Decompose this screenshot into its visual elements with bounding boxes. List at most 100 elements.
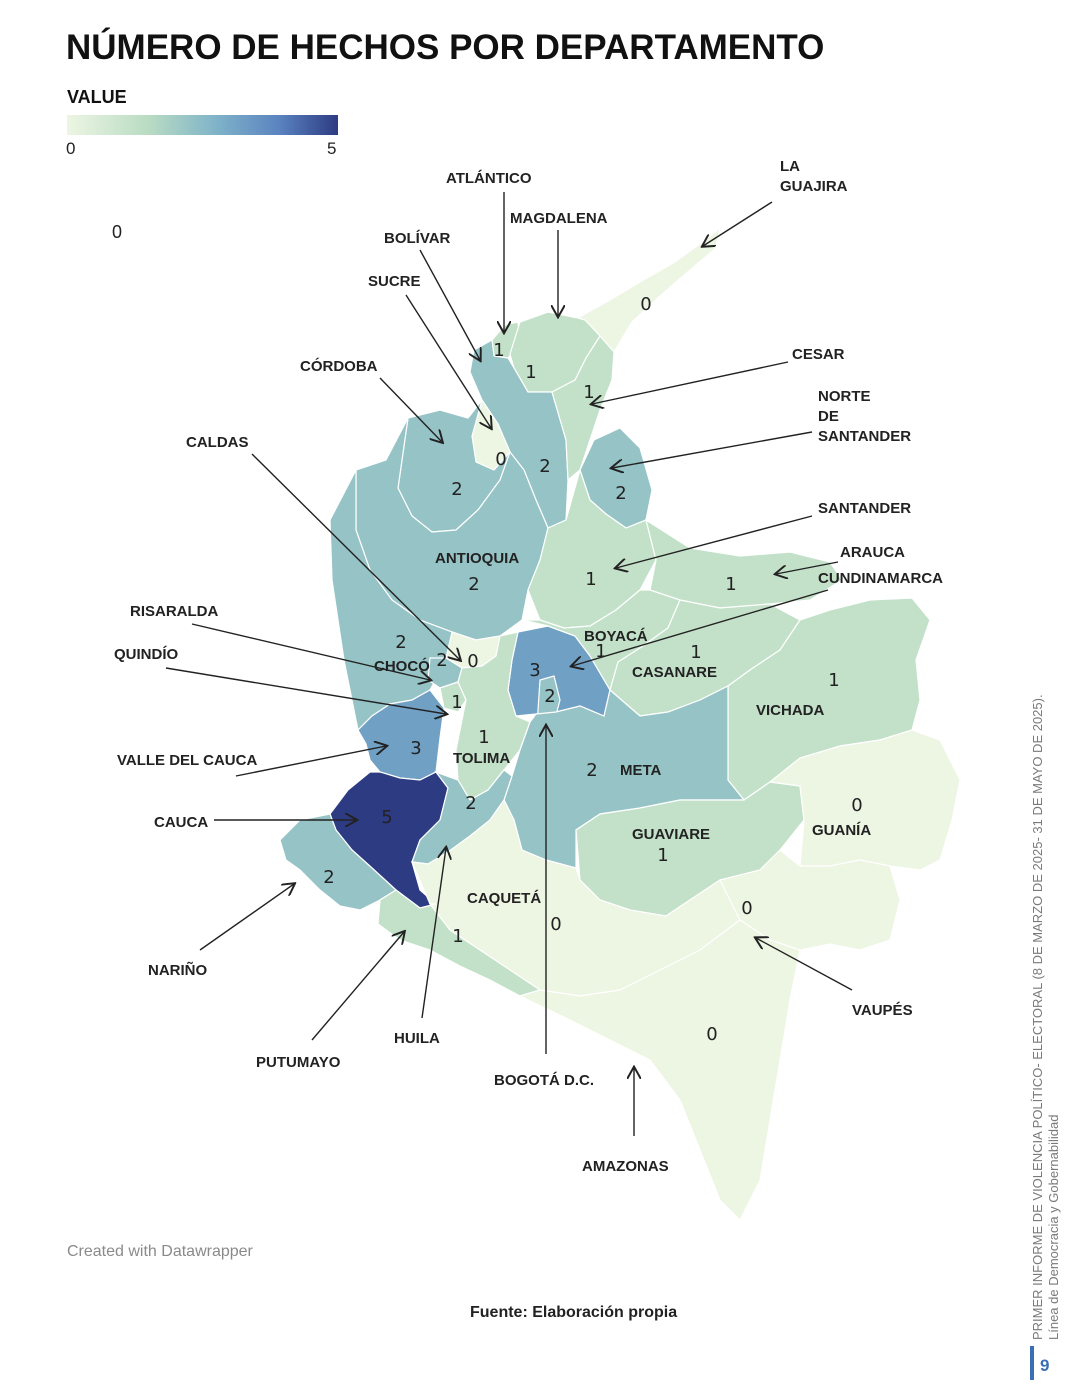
- label-quindio: QUINDÍO: [114, 646, 179, 663]
- callout-arrows: [165, 192, 853, 1136]
- department-regions: [279, 226, 961, 1222]
- value-la-guajira: 0: [640, 294, 651, 315]
- side-note-line-2: Línea de Democracia y Gobernabilidad: [1046, 1114, 1061, 1340]
- value-cauca: 5: [381, 807, 392, 828]
- label-boyaca: BOYACÁ: [584, 628, 648, 645]
- value-santander: 1: [585, 569, 596, 590]
- label-guania: GUANÍA: [812, 822, 871, 839]
- region-guania[interactable]: [768, 729, 961, 871]
- region-la-guajira[interactable]: [576, 226, 721, 354]
- value-narino: 2: [323, 867, 334, 888]
- value-bogota-d-c: 2: [544, 686, 555, 707]
- stray-value-label: 0: [112, 222, 123, 242]
- label-vaupes: VAUPÉS: [852, 1002, 913, 1019]
- label-tolima: TOLIMA: [453, 750, 510, 767]
- arrow-cundinamarca: [572, 589, 829, 666]
- value-cundinamarca: 3: [529, 660, 540, 681]
- value-arauca: 1: [725, 574, 736, 595]
- label-norte-de-santander-line-3: SANTANDER: [818, 428, 911, 445]
- department-labels: LA GUAJIRA ATLÁNTICO MAGDALENA BOLÍVAR SUCRE C…: [114, 158, 943, 1175]
- arrow-caldas: [251, 453, 460, 660]
- side-note-line-1: PRIMER INFORME DE VIOLENCIA POLÍTICO- EL…: [1030, 694, 1045, 1340]
- arrow-la-guajira: [703, 201, 773, 246]
- arrow-valle-del-cauca: [235, 746, 386, 777]
- region-quindio[interactable]: [439, 681, 467, 713]
- label-casanare: CASANARE: [632, 664, 717, 681]
- label-choco: CHOCÓ: [374, 657, 430, 675]
- label-amazonas: AMAZONAS: [582, 1158, 669, 1175]
- value-guania: 0: [851, 795, 862, 816]
- region-cesar[interactable]: [551, 335, 615, 482]
- source-note: Fuente: Elaboración propia: [470, 1304, 678, 1321]
- value-choco: 2: [395, 632, 406, 653]
- label-putumayo: PUTUMAYO: [256, 1054, 341, 1071]
- arrow-narino: [199, 884, 294, 951]
- arrow-vaupes: [756, 938, 853, 991]
- page-number: 9: [1040, 1356, 1050, 1375]
- label-cesar: CESAR: [792, 346, 845, 363]
- report-side-note: PRIMER INFORME DE VIOLENCIA POLÍTICO- EL…: [1030, 660, 1062, 1340]
- label-caqueta: CAQUETÁ: [467, 890, 541, 907]
- label-la-guajira-line-1: LA: [780, 158, 800, 175]
- value-cesar: 1: [583, 382, 594, 403]
- value-risaralda: 2: [436, 650, 447, 671]
- value-huila: 2: [465, 793, 476, 814]
- arrow-cesar: [592, 361, 789, 404]
- region-santander[interactable]: [527, 467, 657, 629]
- label-arauca: ARAUCA: [840, 544, 905, 561]
- arrow-arauca: [776, 561, 839, 574]
- legend-min-label: 0: [66, 139, 76, 158]
- value-quindio: 1: [451, 692, 462, 713]
- arrow-huila: [421, 848, 446, 1019]
- arrow-santander: [616, 515, 813, 568]
- label-narino: NARIÑO: [148, 961, 207, 979]
- label-sucre: SUCRE: [368, 273, 421, 290]
- label-risaralda: RISARALDA: [130, 603, 218, 620]
- arrow-risaralda: [191, 623, 430, 680]
- value-sucre: 0: [495, 449, 506, 470]
- datawrapper-credit: Created with Datawrapper: [67, 1243, 253, 1260]
- arrow-cordoba: [379, 377, 442, 442]
- label-atlantico: ATLÁNTICO: [446, 170, 532, 187]
- page-accent-bar: [1030, 1346, 1034, 1380]
- value-vichada: 1: [828, 670, 839, 691]
- value-bolivar: 2: [539, 456, 550, 477]
- label-santander: SANTANDER: [818, 500, 911, 517]
- label-bogota-d-c: BOGOTÁ D.C.: [494, 1072, 594, 1089]
- value-valle-del-cauca: 3: [410, 738, 421, 759]
- value-casanare: 1: [690, 642, 701, 663]
- label-huila: HUILA: [394, 1030, 440, 1047]
- label-antioquia: ANTIOQUIA: [435, 550, 519, 567]
- label-cordoba: CÓRDOBA: [300, 357, 378, 375]
- value-boyaca: 1: [595, 641, 606, 662]
- label-la-guajira-line-2: GUAJIRA: [780, 178, 848, 195]
- label-vichada: VICHADA: [756, 702, 825, 719]
- region-putumayo[interactable]: [377, 889, 542, 997]
- label-valle-del-cauca: VALLE DEL CAUCA: [117, 752, 257, 769]
- value-antioquia: 2: [468, 574, 479, 595]
- legend-max-label: 5: [327, 139, 337, 158]
- value-vaupes: 0: [741, 898, 752, 919]
- region-valle-del-cauca[interactable]: [357, 689, 445, 781]
- value-caqueta: 0: [550, 914, 561, 935]
- arrow-norte-de-santander: [612, 431, 813, 468]
- value-caldas: 0: [467, 651, 478, 672]
- value-guaviare: 1: [657, 845, 668, 866]
- region-amazonas[interactable]: [518, 919, 801, 1222]
- label-cauca: CAUCA: [154, 814, 208, 831]
- value-meta: 2: [586, 760, 597, 781]
- value-amazonas: 0: [706, 1024, 717, 1045]
- label-caldas: CALDAS: [186, 434, 249, 451]
- arrow-putumayo: [311, 932, 404, 1041]
- label-norte-de-santander-line-2: DE: [818, 408, 839, 425]
- map-title: NÚMERO DE HECHOS POR DEPARTAMENTO: [66, 28, 825, 67]
- label-bolivar: BOLÍVAR: [384, 230, 451, 247]
- label-norte-de-santander-line-1: NORTE: [818, 388, 871, 405]
- value-tolima: 1: [478, 727, 489, 748]
- label-meta: META: [620, 762, 662, 779]
- label-magdalena: MAGDALENA: [510, 210, 608, 227]
- arrow-bolivar: [419, 249, 480, 360]
- value-magdalena: 1: [525, 362, 536, 383]
- value-norte-de-santander: 2: [615, 483, 626, 504]
